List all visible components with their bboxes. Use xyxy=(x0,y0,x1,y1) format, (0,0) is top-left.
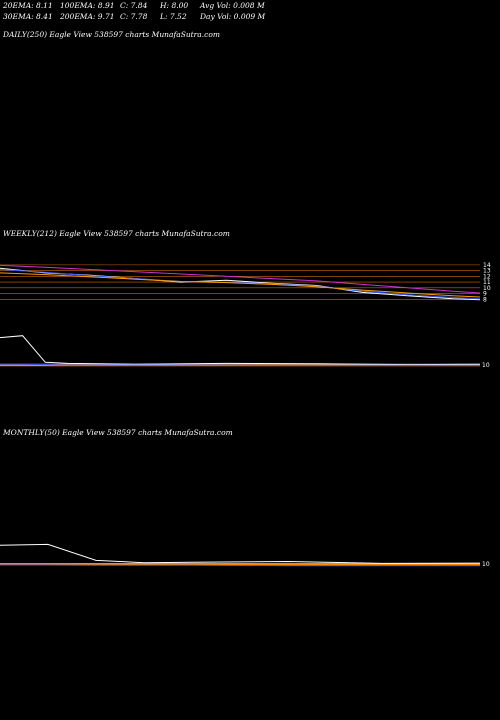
monthly-indicator-right-label: 10 xyxy=(482,561,490,568)
monthly-indicator-series-1 xyxy=(0,564,480,567)
weekly-price-ytick-5: 9 xyxy=(483,291,487,298)
weekly-price-series-2 xyxy=(0,272,481,298)
stat-200ema: 200EMA: 9.71 xyxy=(60,12,115,21)
weekly-price-ytick-2: 12 xyxy=(483,273,491,280)
weekly-price-series-1 xyxy=(0,269,481,300)
stat-100ema: 100EMA: 8.91 xyxy=(60,1,115,10)
stat-30ema: 30EMA: 8.41 xyxy=(3,12,53,21)
stat-20ema: 20EMA: 8.11 xyxy=(3,1,53,10)
weekly-price-series-3 xyxy=(0,264,481,294)
stat-close2: C: 7.78 xyxy=(120,12,148,21)
weekly-panel-title: WEEKLY(212) Eagle View 538597 charts Mun… xyxy=(3,229,230,238)
stat-avg-vol: Avg Vol: 0.008 M xyxy=(200,1,265,10)
daily-panel-title: DAILY(250) Eagle View 538597 charts Muna… xyxy=(3,30,220,39)
monthly-indicator-series-0 xyxy=(0,543,481,564)
weekly-indicator-series-0 xyxy=(0,335,481,366)
stat-day-vol: Day Vol: 0.009 M xyxy=(200,12,266,21)
monthly-panel-title: MONTHLY(50) Eagle View 538597 charts Mun… xyxy=(3,428,233,437)
weekly-price-ytick-1: 13 xyxy=(483,268,491,275)
stat-high: H: 8.00 xyxy=(160,1,189,10)
weekly-price-ytick-3: 11 xyxy=(483,279,491,286)
weekly-price-ytick-0: 14 xyxy=(483,262,491,269)
weekly-price-ytick-4: 10 xyxy=(483,285,491,292)
stat-low: L: 7.52 xyxy=(160,12,187,21)
stat-close1: C: 7.84 xyxy=(120,1,148,10)
weekly-price-ytick-6: 8 xyxy=(483,296,487,303)
weekly-indicator-series-1 xyxy=(0,363,480,366)
weekly-indicator-right-label: 10 xyxy=(482,362,490,369)
